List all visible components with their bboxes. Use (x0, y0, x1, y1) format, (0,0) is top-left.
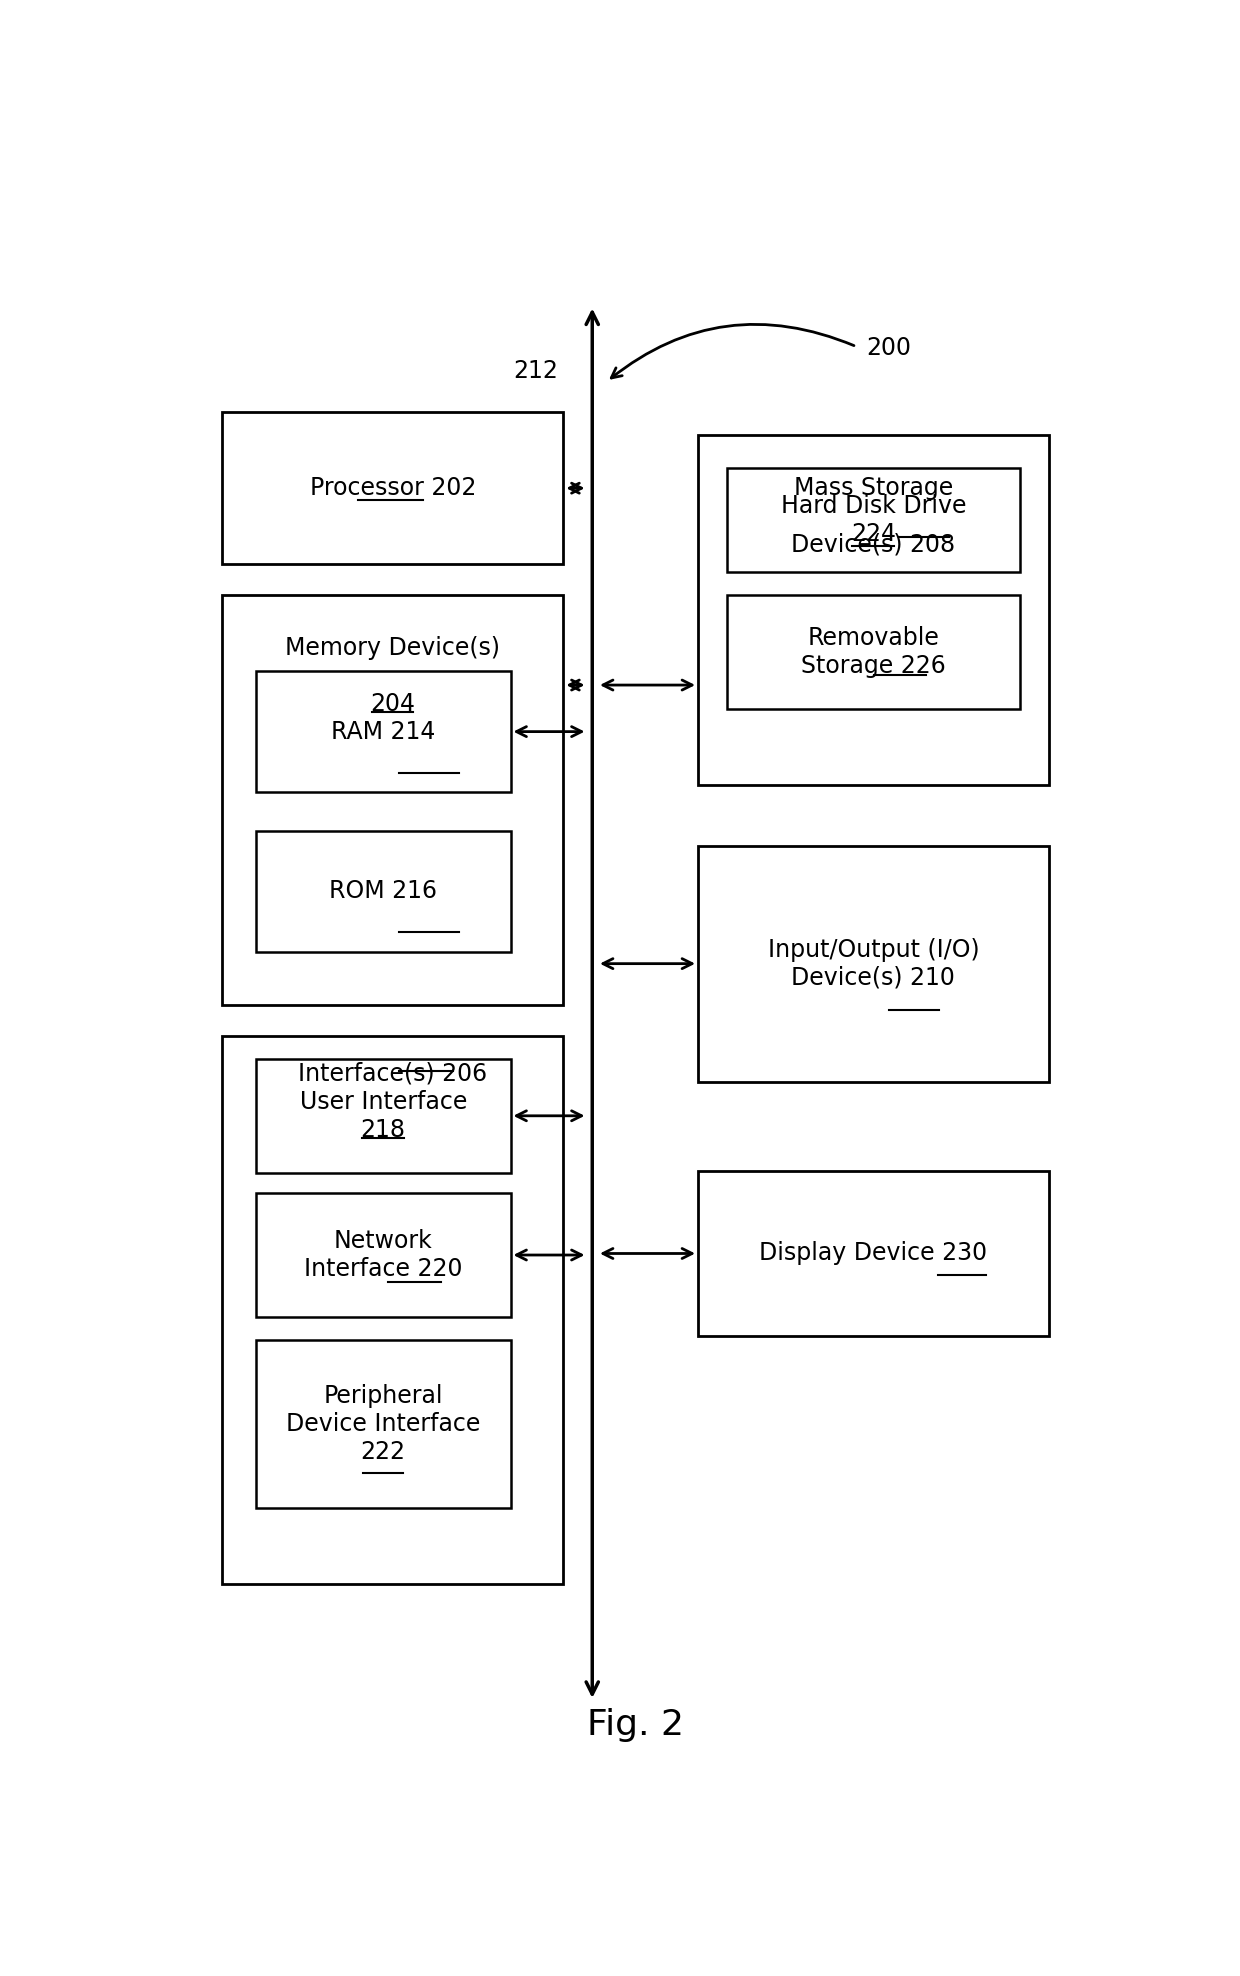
Text: RAM 214: RAM 214 (331, 719, 435, 743)
Text: Mass Storage: Mass Storage (794, 476, 954, 500)
Bar (255, 1059, 511, 1174)
Bar (255, 1194, 511, 1318)
Bar (698, 1172, 1049, 1336)
Text: Input/Output (I/O)
Device(s) 210: Input/Output (I/O) Device(s) 210 (768, 939, 980, 990)
Text: Processor 202: Processor 202 (310, 476, 476, 500)
Text: User Interface
218: User Interface 218 (300, 1091, 467, 1142)
Bar (255, 670, 511, 792)
Text: Memory Device(s): Memory Device(s) (285, 636, 501, 660)
Text: Fig. 2: Fig. 2 (587, 1707, 684, 1743)
Bar (727, 595, 1019, 709)
Text: Removable
Storage 226: Removable Storage 226 (801, 626, 946, 678)
Text: 212: 212 (513, 360, 559, 383)
Text: Device(s) 208: Device(s) 208 (791, 532, 955, 557)
Text: Peripheral
Device Interface
222: Peripheral Device Interface 222 (286, 1383, 480, 1464)
Bar (698, 435, 1049, 784)
Text: 204: 204 (371, 692, 415, 715)
Bar (222, 1035, 563, 1583)
Bar (727, 468, 1019, 571)
Text: Display Device 230: Display Device 230 (759, 1241, 987, 1265)
Bar (255, 1340, 511, 1508)
Text: ROM 216: ROM 216 (330, 879, 438, 903)
Bar (698, 846, 1049, 1081)
Bar (222, 595, 563, 1006)
Bar (255, 830, 511, 952)
Bar (222, 413, 563, 565)
Text: Interface(s) 206: Interface(s) 206 (299, 1061, 487, 1087)
Text: 200: 200 (866, 336, 911, 360)
Text: Network
Interface 220: Network Interface 220 (304, 1229, 463, 1280)
Text: Hard Disk Drive
224: Hard Disk Drive 224 (781, 494, 966, 545)
